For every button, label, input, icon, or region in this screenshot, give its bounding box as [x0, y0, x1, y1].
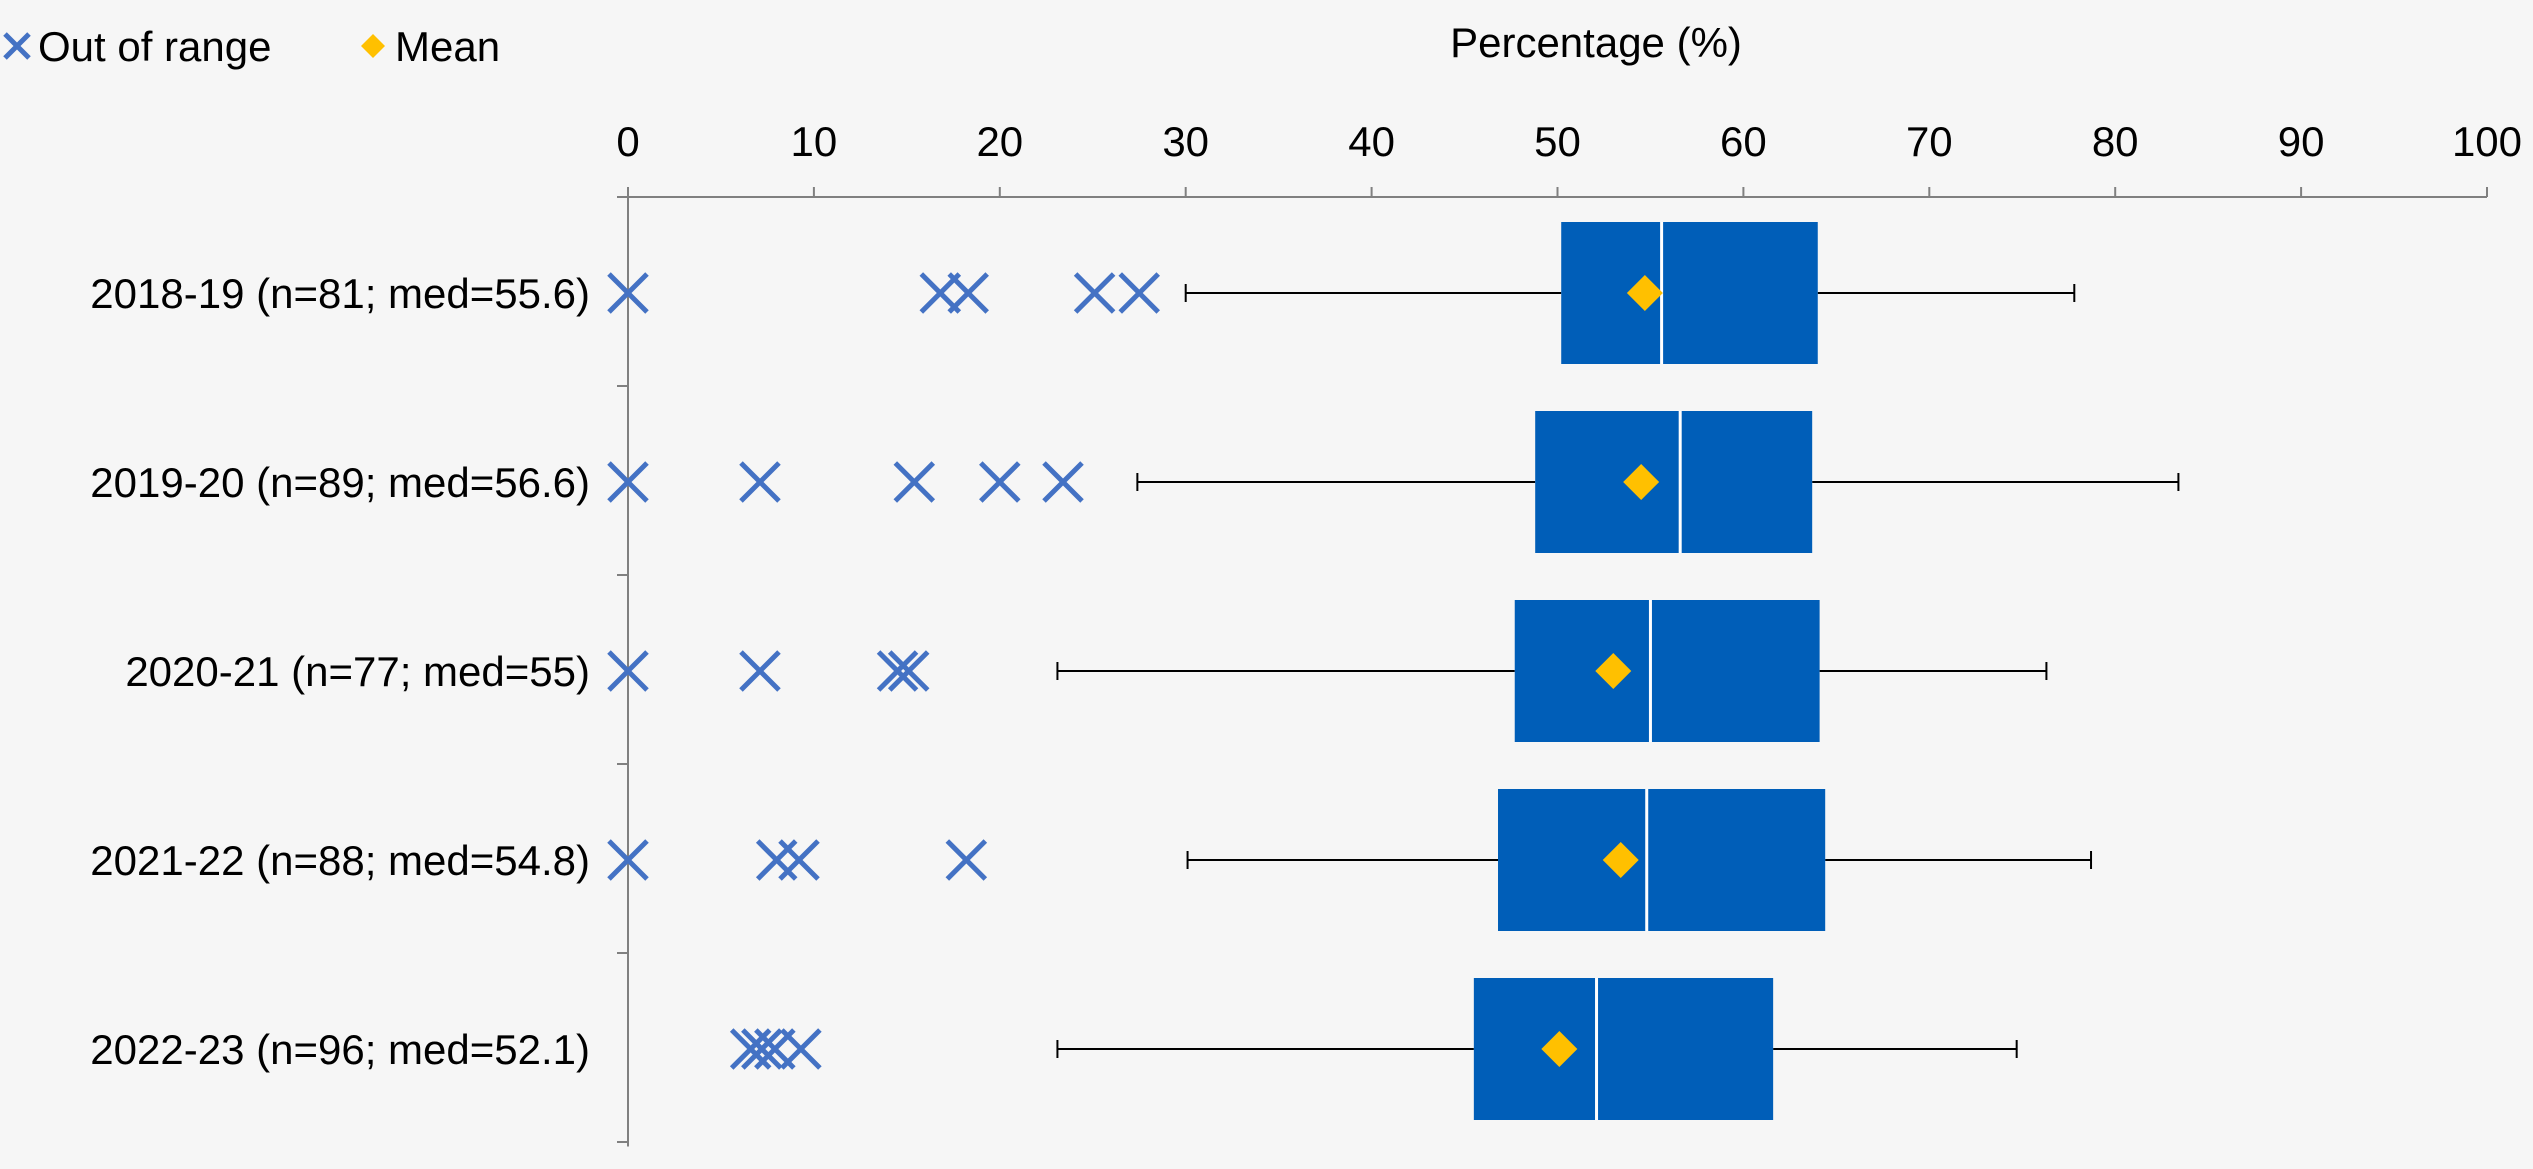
outlier-marker: [778, 839, 820, 881]
outlier-marker: [739, 461, 781, 503]
legend-x-icon: [3, 32, 31, 60]
x-tick-label: 40: [1348, 118, 1395, 165]
x-tick-labels: 0 10 20 30 40 50 60 70 80 90 100: [616, 118, 2522, 165]
box-2018-19: [607, 222, 2076, 364]
x-tick-label: 60: [1720, 118, 1767, 165]
outlier-stroke: [607, 461, 649, 503]
outlier-stroke: [607, 272, 649, 314]
outlier-marker: [739, 650, 781, 692]
outlier-stroke: [1042, 461, 1084, 503]
outlier-marker: [876, 650, 919, 692]
outlier-stroke: [739, 650, 781, 692]
box-2021-22: [607, 789, 2093, 931]
outlier-stroke: [887, 650, 930, 692]
iqr-box: [1498, 789, 1826, 931]
x-tick-label: 70: [1906, 118, 1953, 165]
category-label: 2021-22 (n=88; med=54.8): [90, 837, 590, 884]
box-2022-23: [729, 978, 2018, 1120]
legend-diamond-icon: [361, 34, 385, 58]
outlier-marker: [945, 839, 988, 881]
outlier-marker: [607, 461, 649, 503]
outlier-marker: [1118, 272, 1160, 314]
mean-marker: [1602, 842, 1639, 878]
outlier-marker: [1073, 272, 1116, 314]
outlier-stroke: [741, 1028, 783, 1070]
category-label: 2020-21 (n=77; med=55): [125, 648, 590, 695]
category-label: 2019-20 (n=89; med=56.6): [90, 459, 590, 506]
legend-out-of-range: Out of range: [3, 23, 271, 70]
x-tick-label: 0: [616, 118, 639, 165]
outlier-stroke: [893, 461, 936, 503]
outlier-stroke: [607, 650, 649, 692]
iqr-box: [1561, 222, 1818, 364]
category-label: 2022-23 (n=96; med=52.1): [90, 1026, 590, 1073]
outlier-stroke: [607, 839, 649, 881]
outlier-stroke: [1118, 272, 1160, 314]
outlier-stroke: [1073, 272, 1116, 314]
x-tick-label: 20: [976, 118, 1023, 165]
legend-label: Mean: [395, 23, 500, 70]
outlier-stroke: [778, 839, 820, 881]
category-labels: 2018-19 (n=81; med=55.6) 2019-20 (n=89; m…: [90, 270, 590, 1073]
x-tick-label: 90: [2278, 118, 2325, 165]
outlier-stroke: [947, 272, 989, 314]
x-tick-label: 30: [1162, 118, 1209, 165]
outlier-marker: [741, 1028, 783, 1070]
plot-area: [607, 222, 2180, 1120]
outlier-marker: [947, 272, 989, 314]
iqr-box: [1514, 600, 1820, 742]
iqr-box: [1535, 411, 1813, 553]
iqr-box: [1473, 978, 1774, 1120]
x-tick-label: 10: [791, 118, 838, 165]
outlier-stroke: [876, 650, 919, 692]
legend-mean: Mean: [361, 23, 500, 70]
outlier-marker: [979, 461, 1021, 503]
outlier-marker: [887, 650, 930, 692]
legend: Out of range Mean: [3, 23, 500, 70]
outlier-marker: [780, 1028, 822, 1070]
outlier-marker: [607, 839, 649, 881]
mean-marker: [1541, 1031, 1578, 1067]
outlier-stroke: [945, 839, 988, 881]
outlier-marker: [893, 461, 936, 503]
outlier-marker: [607, 272, 649, 314]
x-tick-label: 80: [2092, 118, 2139, 165]
x-axis-title: Percentage (%): [1450, 19, 1742, 66]
outlier-marker: [607, 650, 649, 692]
outlier-stroke: [979, 461, 1021, 503]
outlier-marker: [755, 839, 798, 881]
box-2019-20: [607, 411, 2180, 553]
x-tick-label: 100: [2452, 118, 2522, 165]
box-2020-21: [607, 600, 2048, 742]
x-tick-label: 50: [1534, 118, 1581, 165]
outlier-marker: [1042, 461, 1084, 503]
outlier-stroke: [780, 1028, 822, 1070]
mean-marker: [1626, 275, 1663, 311]
category-label: 2018-19 (n=81; med=55.6): [90, 270, 590, 317]
mean-marker: [1623, 464, 1660, 500]
legend-label: Out of range: [38, 23, 271, 70]
outlier-stroke: [739, 461, 781, 503]
mean-marker: [1595, 653, 1632, 689]
